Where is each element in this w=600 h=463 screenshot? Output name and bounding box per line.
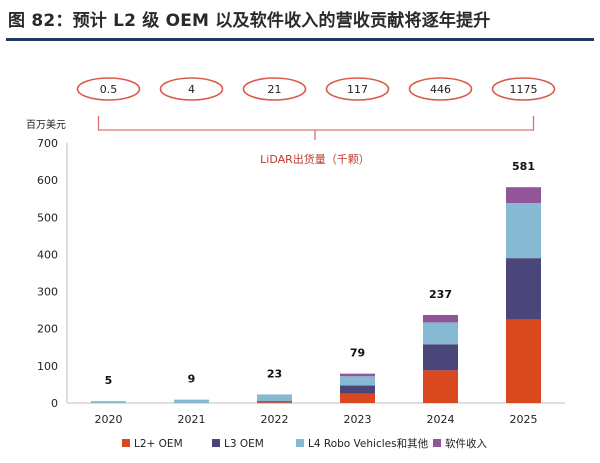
- bar-segment: [340, 385, 375, 394]
- x-tick-label: 2023: [344, 413, 372, 426]
- lidar-ovals: 0.5 4 21 117 446 1175: [76, 77, 556, 101]
- total-label: 581: [512, 160, 535, 173]
- bar-segment: [423, 344, 458, 371]
- lidar-value: 117: [347, 83, 368, 96]
- lidar-oval: [76, 77, 141, 101]
- legend-label: 软件收入: [445, 437, 487, 450]
- total-label: 23: [267, 367, 282, 380]
- lidar-label: LiDAR出货量（千颗）: [260, 152, 370, 166]
- y-tick-label: 400: [37, 248, 58, 261]
- total-label: 5: [105, 374, 113, 387]
- legend: L2+ OEM L3 OEM L4 Robo Vehicles和其他 软件收入: [122, 437, 487, 450]
- lidar-value: 0.5: [100, 83, 118, 96]
- lidar-value: 21: [268, 83, 282, 96]
- x-tick-label: 2024: [427, 413, 455, 426]
- lidar-value: 446: [430, 83, 451, 96]
- legend-swatch: [296, 439, 304, 447]
- y-tick-label: 100: [37, 360, 58, 373]
- bar-segment: [506, 187, 541, 204]
- lidar-oval: [325, 77, 390, 101]
- total-label: 237: [429, 288, 452, 301]
- y-tick-label: 0: [51, 397, 58, 410]
- legend-swatch: [122, 439, 130, 447]
- bar-segment: [340, 373, 375, 377]
- bar-segment: [257, 402, 292, 404]
- y-tick-label: 300: [37, 286, 58, 299]
- bar-segment: [506, 258, 541, 320]
- lidar-oval: [242, 77, 307, 101]
- y-axis-ticks: 0 100 200 300 400 500 600 700: [37, 137, 565, 410]
- lidar-value: 4: [188, 83, 195, 96]
- bar-segment: [91, 401, 126, 403]
- bracket-line: [97, 116, 535, 131]
- total-label: 9: [188, 373, 196, 386]
- bar-segment: [257, 394, 292, 402]
- y-tick-label: 500: [37, 211, 58, 224]
- bar-segment: [506, 319, 541, 403]
- bar-segment: [506, 203, 541, 259]
- x-axis-ticks: 2020 2021 2022 2023 2024 2025: [95, 413, 538, 426]
- bar-segment: [340, 393, 375, 403]
- y-tick-label: 600: [37, 174, 58, 187]
- legend-swatch: [212, 439, 220, 447]
- legend-label: L4 Robo Vehicles和其他: [308, 437, 429, 450]
- total-label: 79: [350, 347, 365, 360]
- x-tick-label: 2025: [510, 413, 538, 426]
- legend-label: L3 OEM: [224, 438, 264, 450]
- bar-segment: [340, 376, 375, 386]
- legend-label: L2+ OEM: [134, 438, 183, 450]
- legend-swatch: [433, 439, 441, 447]
- bars: [91, 187, 541, 404]
- y-unit-label: 百万美元: [26, 118, 66, 131]
- bar-segment: [174, 399, 209, 403]
- lidar-value: 1175: [510, 83, 538, 96]
- x-tick-label: 2021: [178, 413, 206, 426]
- lidar-oval: [491, 77, 556, 101]
- bar-segment: [257, 401, 292, 403]
- lidar-oval: [159, 77, 224, 101]
- figure-title: 图 82：预计 L2 级 OEM 以及软件收入的营收贡献将逐年提升: [8, 11, 491, 31]
- bar-segment: [423, 322, 458, 345]
- total-labels: 5 9 23 79 237 581: [105, 160, 535, 387]
- lidar-bracket: [97, 116, 535, 140]
- title-rule: [6, 38, 594, 41]
- x-tick-label: 2020: [95, 413, 123, 426]
- y-tick-label: 200: [37, 323, 58, 336]
- y-tick-label: 700: [37, 137, 58, 150]
- bar-segment: [423, 314, 458, 323]
- lidar-oval: [408, 77, 473, 101]
- x-tick-label: 2022: [261, 413, 289, 426]
- bar-segment: [423, 370, 458, 403]
